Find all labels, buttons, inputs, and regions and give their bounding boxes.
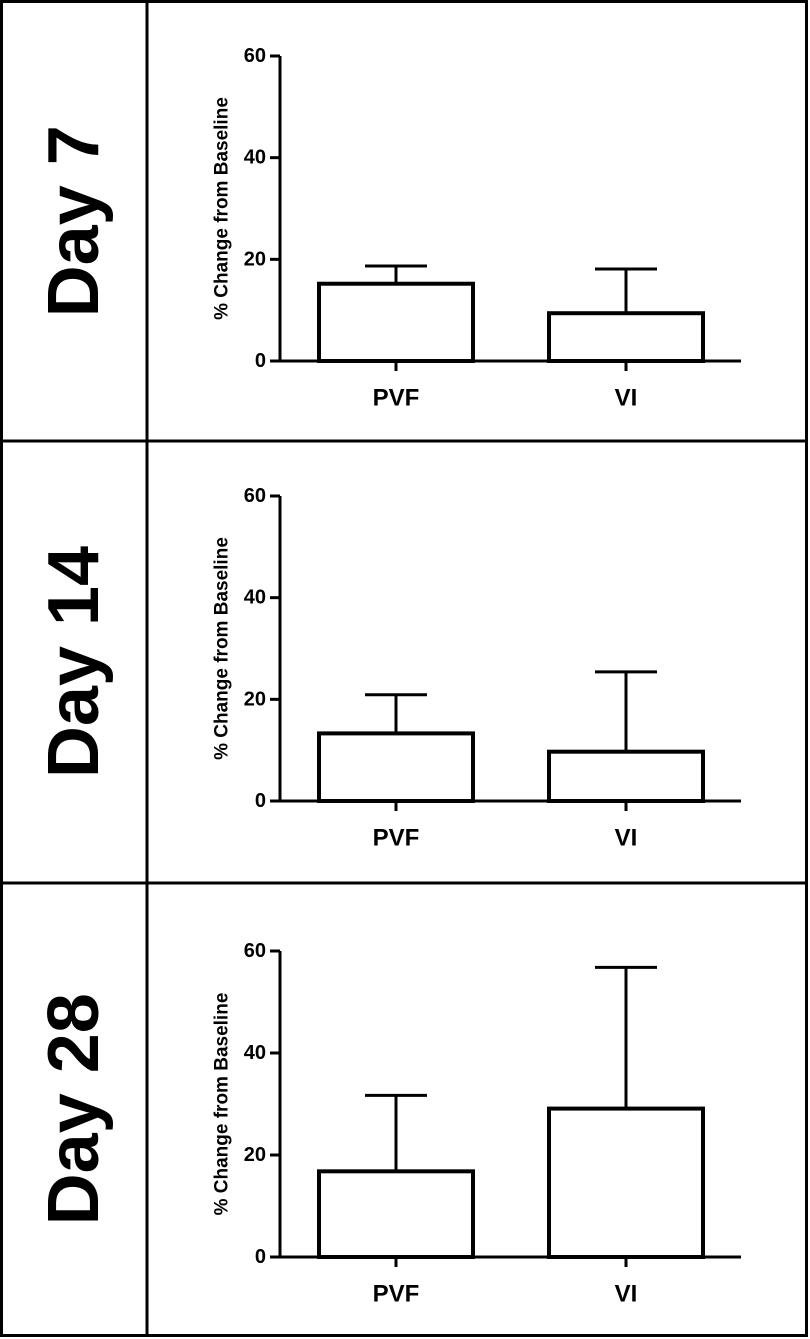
chart-panel-3: Day 28 % Change from Baseline 0 20 40 60 PVF VI	[34, 940, 741, 1308]
y-tick-label: 40	[244, 147, 266, 169]
bar-pvf	[317, 731, 475, 803]
x-tick-label: VI	[615, 385, 638, 412]
x-tick-label: PVF	[373, 385, 420, 412]
bar-pvf	[317, 1169, 475, 1259]
bar-pvf	[317, 281, 475, 364]
y-tick-label: 60	[244, 485, 266, 507]
chart-panel-1: Day 7 % Change from Baseline 0 20 40 60 PVF VI	[34, 45, 741, 412]
y-tick-label: 40	[244, 587, 266, 609]
y-tick-label: 20	[244, 248, 266, 270]
y-tick-label: 0	[255, 1246, 266, 1268]
bar-vi	[547, 1106, 705, 1259]
y-tick-label: 0	[255, 790, 266, 812]
bar-vi	[547, 749, 705, 803]
y-tick-label: 20	[244, 688, 266, 710]
y-tick-label: 20	[244, 1144, 266, 1166]
panel-label: Day 28	[34, 993, 114, 1225]
x-tick-label: PVF	[373, 1281, 420, 1308]
y-axis-label: % Change from Baseline	[212, 97, 233, 320]
y-axis-label: % Change from Baseline	[212, 993, 233, 1216]
panel-label: Day 14	[34, 546, 114, 778]
x-tick-label: PVF	[373, 825, 420, 852]
x-tick-label: VI	[615, 1281, 638, 1308]
y-axis-label: % Change from Baseline	[212, 537, 233, 760]
y-tick-label: 60	[244, 45, 266, 67]
chart-panel-2: Day 14 % Change from Baseline 0 20 40 60 PVF VI	[34, 485, 741, 852]
panel-label: Day 7	[34, 125, 114, 317]
bar-vi	[547, 311, 705, 364]
y-tick-label: 0	[255, 350, 266, 372]
y-tick-label: 60	[244, 940, 266, 962]
x-tick-label: VI	[615, 825, 638, 852]
y-tick-label: 40	[244, 1042, 266, 1064]
